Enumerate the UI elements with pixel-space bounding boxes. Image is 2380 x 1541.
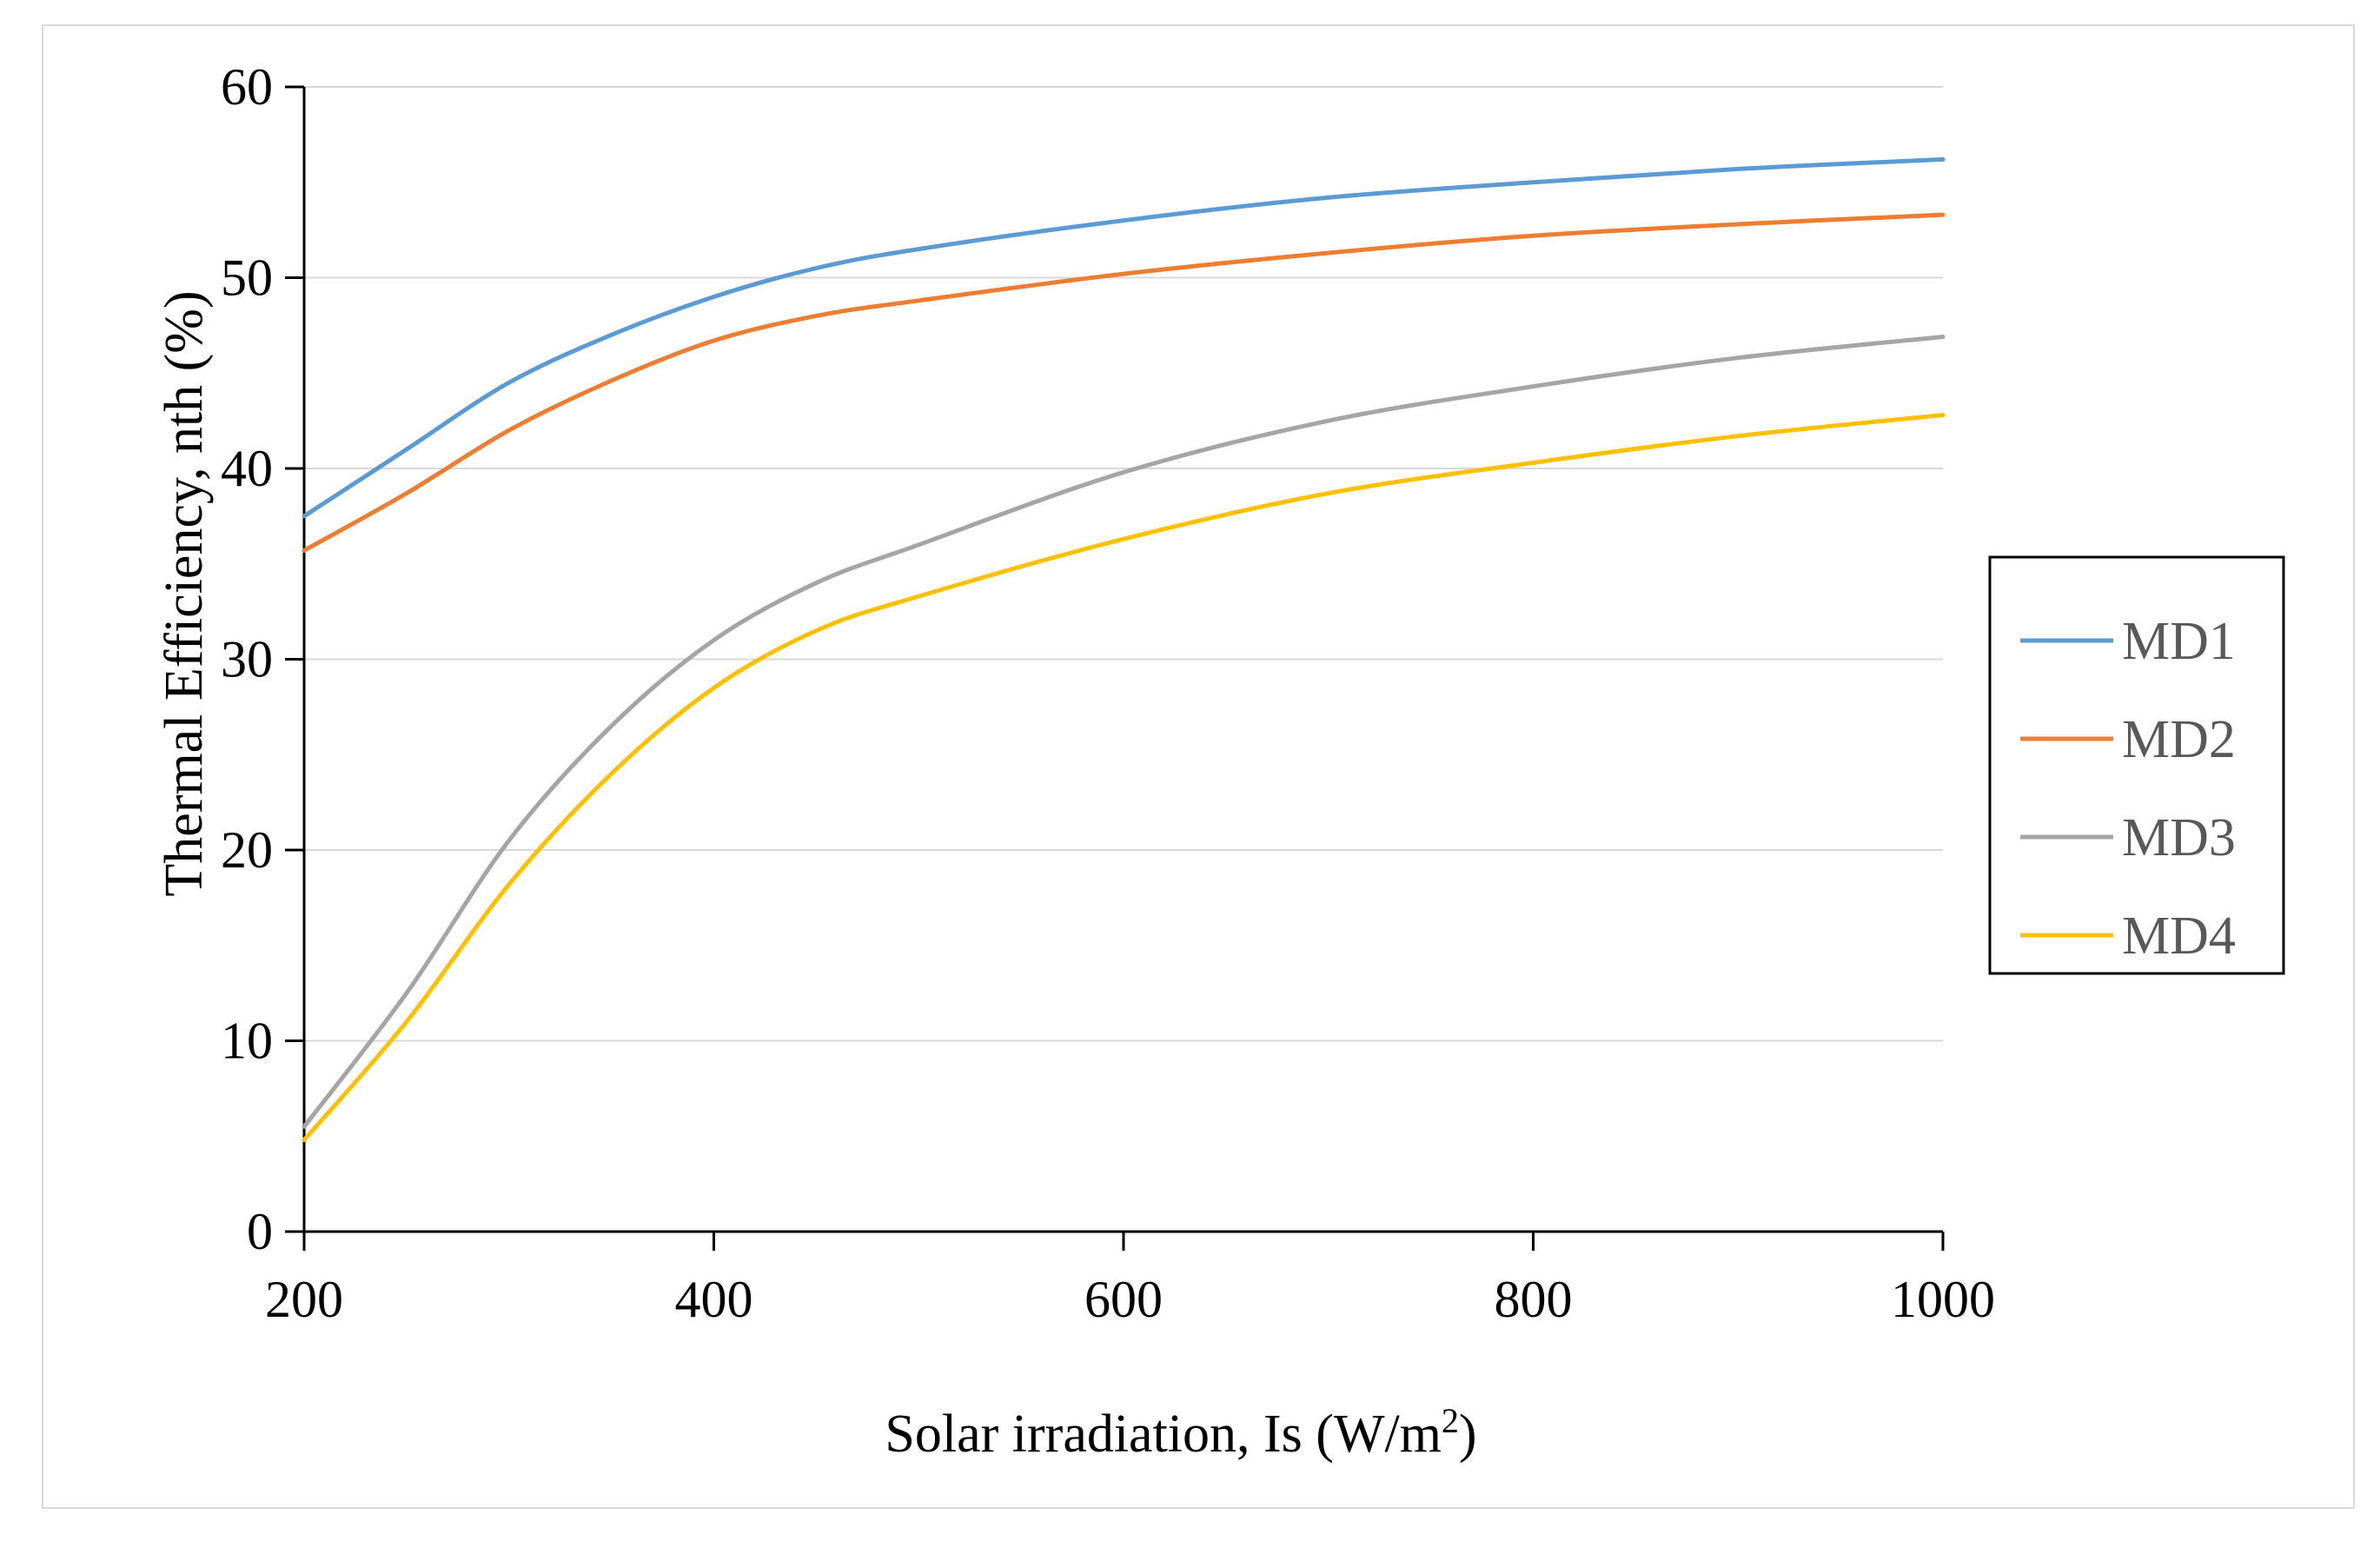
y-tick-label: 50 xyxy=(221,249,273,307)
y-tick-label: 30 xyxy=(221,631,273,688)
y-axis-title: Thermal Efficiency, nth (%) xyxy=(155,290,214,896)
series-lines xyxy=(302,156,1946,1143)
x-tick-label: 400 xyxy=(675,1271,753,1328)
gridlines xyxy=(304,86,1943,1042)
y-tick-label: 10 xyxy=(221,1013,273,1070)
y-tick-label: 40 xyxy=(221,440,273,497)
legend-label-md3: MD3 xyxy=(2122,808,2236,867)
legend-label-md1: MD1 xyxy=(2122,612,2236,671)
series-line-md1 xyxy=(302,156,1946,519)
y-tick-label: 0 xyxy=(247,1203,273,1260)
x-tick-label: 1000 xyxy=(1891,1271,1995,1328)
chart-frame: 0 10 20 30 40 50 60 200 400 600 800 1000 Solar irra… xyxy=(42,24,2355,1509)
legend-label-md4: MD4 xyxy=(2122,907,2236,966)
legend-label-md2: MD2 xyxy=(2122,710,2236,769)
series-line-md3 xyxy=(302,335,1946,1129)
series-line-md4 xyxy=(302,413,1946,1143)
axes xyxy=(285,85,1945,1251)
y-tick-label: 60 xyxy=(221,58,273,116)
legend-box xyxy=(1988,555,2285,975)
x-tick-label: 600 xyxy=(1084,1271,1163,1328)
y-tick-label: 20 xyxy=(221,821,273,879)
x-tick-label: 200 xyxy=(265,1271,343,1328)
series-line-md2 xyxy=(302,212,1946,553)
legend: MD1 MD2 MD3 MD4 xyxy=(1988,555,2285,975)
x-tick-label: 800 xyxy=(1495,1271,1573,1328)
line-chart: 0 10 20 30 40 50 60 200 400 600 800 1000 Solar irra… xyxy=(155,58,2285,1464)
tick-labels: 0 10 20 30 40 50 60 200 400 600 800 1000 xyxy=(221,58,1995,1328)
x-axis-title: Solar irradiation, Is (W/m2) xyxy=(885,1401,1476,1464)
